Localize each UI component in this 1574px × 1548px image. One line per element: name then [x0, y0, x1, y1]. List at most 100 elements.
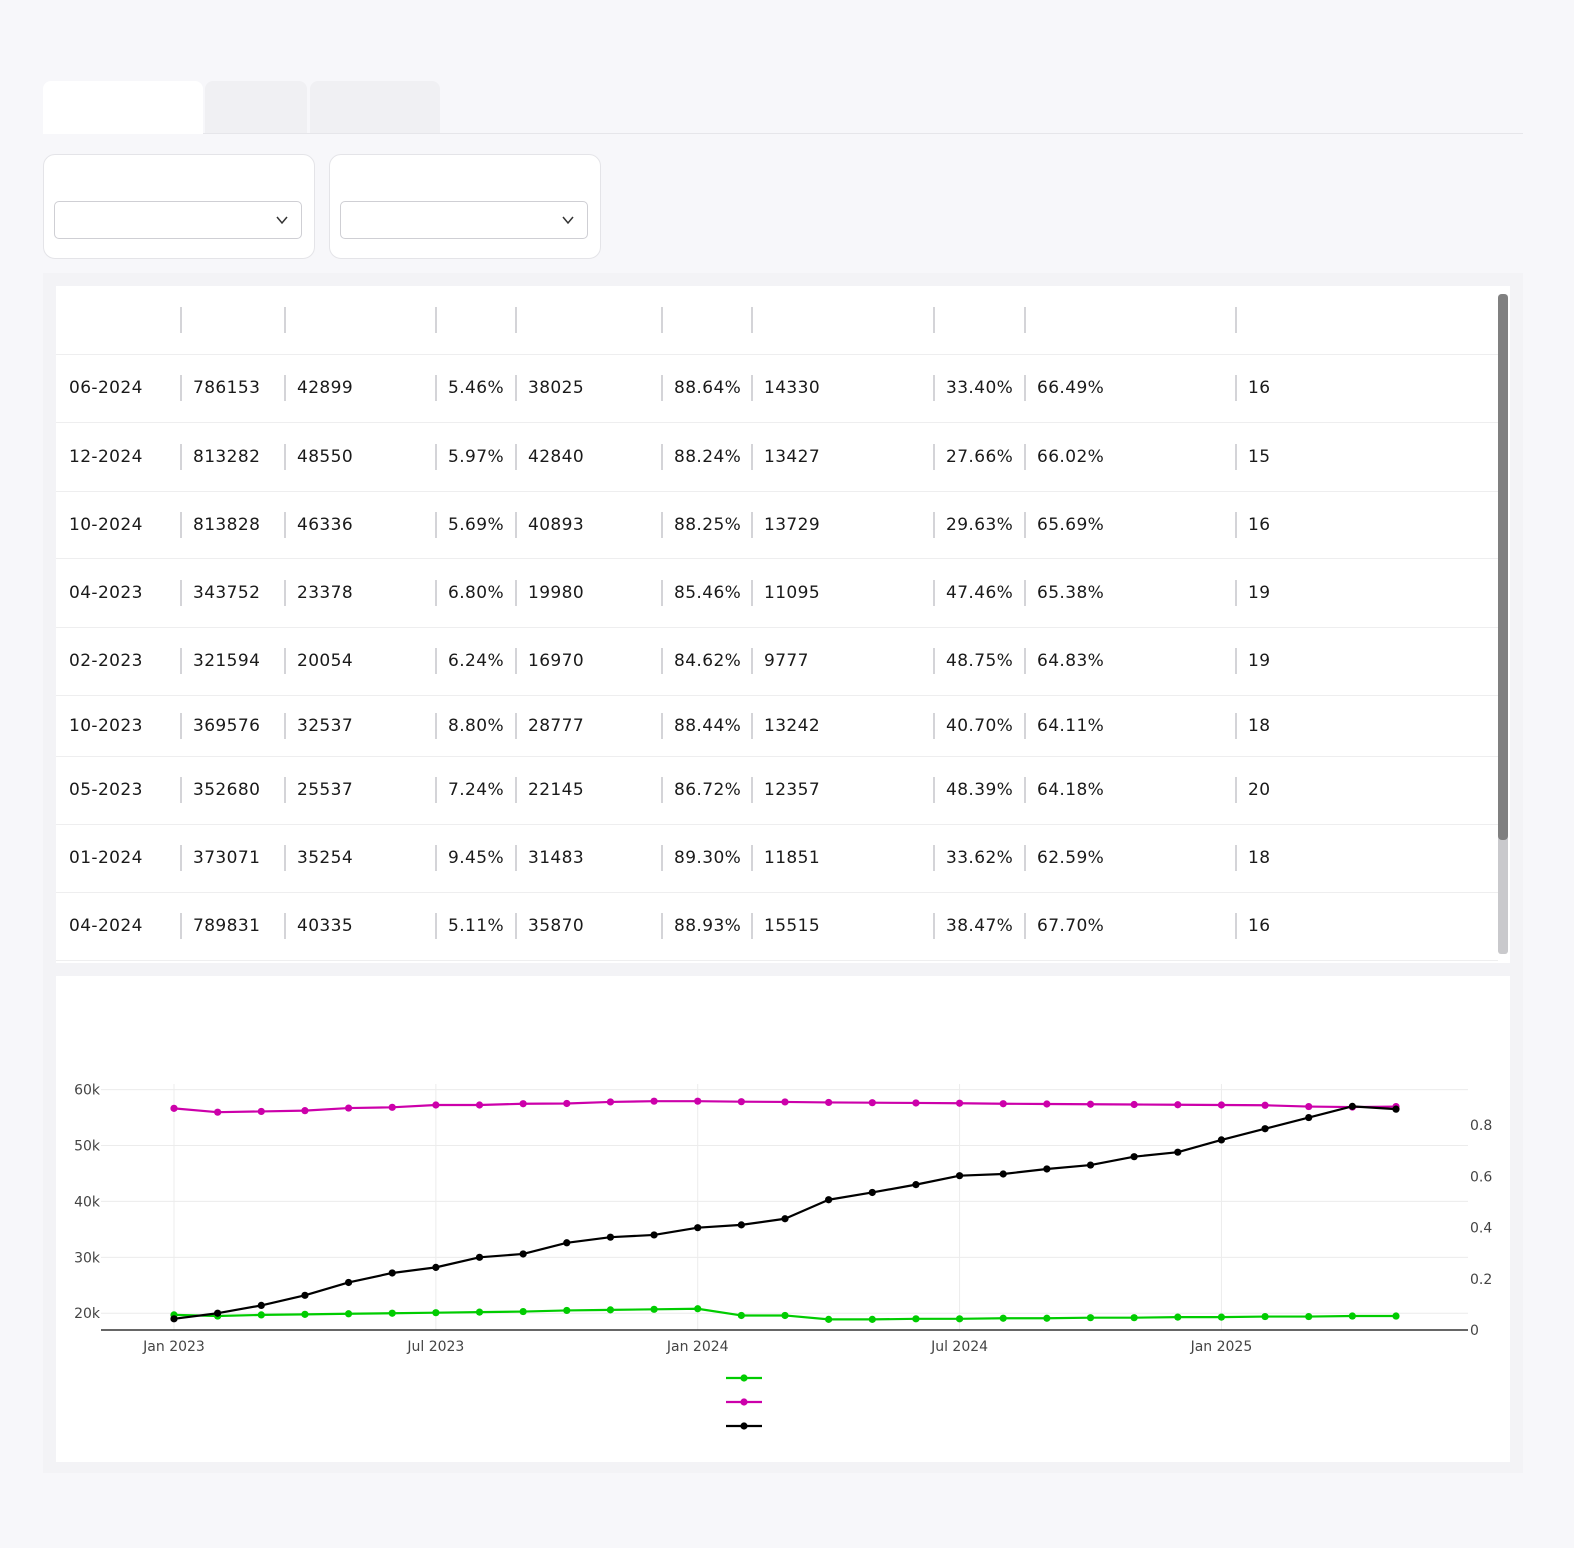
data-point: [344, 1278, 353, 1287]
table-header-cell[interactable]: [661, 286, 751, 354]
table-cell: 12357: [751, 756, 933, 824]
filter-card-1: [43, 154, 315, 259]
data-point: [388, 1269, 396, 1277]
table-cell: 23378: [284, 558, 435, 627]
table-cell: 11095: [751, 558, 933, 627]
y-left-tick-label: 40k: [74, 1194, 101, 1210]
filter-2-dropdown[interactable]: [340, 201, 588, 239]
table-cell: 373071: [180, 824, 284, 892]
table-scrollbar-thumb[interactable]: [1498, 294, 1508, 840]
y-right-tick-label: 0: [1470, 1323, 1479, 1339]
data-point: [999, 1100, 1007, 1108]
table-header-cell[interactable]: [515, 286, 661, 354]
data-point: [475, 1253, 484, 1261]
data-point: [868, 1315, 876, 1323]
table-cell: 13427: [751, 423, 933, 491]
data-point: [868, 1099, 876, 1107]
x-tick-label: Jan 2024: [666, 1339, 729, 1355]
table-header-cell[interactable]: [284, 286, 435, 354]
data-point: [999, 1314, 1007, 1322]
data-point: [214, 1108, 222, 1116]
data-point: [1086, 1161, 1095, 1169]
table-cell: 16970: [515, 627, 661, 695]
table-cell: 35254: [284, 824, 435, 892]
data-point: [999, 1170, 1007, 1178]
table-cell: 89.30%: [661, 824, 751, 892]
table-cell: 20054: [284, 627, 435, 695]
data-point: [257, 1301, 265, 1309]
table-cell: 42840: [515, 423, 661, 491]
table-cell: 5.46%: [435, 354, 515, 422]
table-cell: 14330: [751, 354, 933, 422]
table-header-cell[interactable]: [435, 286, 515, 354]
table-cell: 01-2024: [69, 848, 143, 868]
table-cell: 369576: [180, 695, 284, 756]
table-header-cell[interactable]: [1024, 286, 1235, 354]
data-point: [214, 1309, 222, 1317]
table-cell: 40893: [515, 491, 661, 558]
line-chart: 20k 30k 40k 50k 60k 0 0.2 0.4 0.6 0.8 Jan 2023 Jul …: [56, 976, 1510, 1462]
y-right-tick-label: 0.4: [1470, 1221, 1492, 1237]
table-cell: 48.75%: [933, 627, 1024, 695]
table-cell: 19980: [515, 558, 661, 627]
table-cell: 38.47%: [933, 892, 1024, 960]
y-left-tick-label: 30k: [74, 1250, 101, 1266]
data-point: [170, 1104, 178, 1112]
data-point: [1174, 1148, 1182, 1156]
data-point: [955, 1099, 964, 1107]
table-cell: 06-2024: [69, 378, 143, 398]
data-point: [301, 1107, 309, 1115]
table-cell: 9.45%: [435, 824, 515, 892]
table-row: 12-2024 813282 48550 5.97% 42840 88.24% 13427 2…: [56, 423, 1498, 492]
table-cell: 47.46%: [933, 558, 1024, 627]
table-cell: 48550: [284, 423, 435, 491]
table-header-cell[interactable]: [751, 286, 933, 354]
filter-1-dropdown[interactable]: [54, 201, 302, 239]
table-header-cell[interactable]: [933, 286, 1024, 354]
data-point: [1174, 1313, 1182, 1321]
tab-1[interactable]: [43, 81, 203, 134]
table-cell: 6.24%: [435, 627, 515, 695]
table-cell: 19: [1235, 627, 1498, 695]
data-point: [606, 1233, 615, 1241]
data-point: [606, 1098, 615, 1106]
table-cell: 04-2024: [69, 916, 143, 936]
data-point: [1305, 1312, 1313, 1321]
data-point: [1305, 1113, 1313, 1122]
data-point: [1086, 1100, 1095, 1108]
table-cell: 813828: [180, 491, 284, 558]
data-point: [1261, 1125, 1269, 1133]
x-tick-label: Jul 2023: [406, 1339, 464, 1355]
tab-3[interactable]: [310, 81, 440, 133]
table-cell: 19: [1235, 558, 1498, 627]
table-cell: 64.83%: [1024, 627, 1235, 695]
filter-card-2: [329, 154, 601, 259]
table-row: 05-2023 352680 25537 7.24% 22145 86.72% 12357 4…: [56, 756, 1498, 825]
tab-2[interactable]: [205, 81, 307, 133]
table-cell: 65.69%: [1024, 491, 1235, 558]
data-point: [694, 1097, 702, 1105]
data-point: [257, 1107, 265, 1116]
data-point: [1261, 1312, 1269, 1321]
legend-marker-3: [740, 1422, 748, 1430]
data-point: [650, 1305, 658, 1313]
table-row: 02-2023 321594 20054 6.24% 16970 84.62% 9777 48…: [56, 627, 1498, 696]
table-header-cell[interactable]: [1235, 286, 1498, 354]
data-point: [388, 1103, 396, 1111]
table-header-cell[interactable]: [56, 286, 180, 354]
data-point: [432, 1101, 440, 1109]
table-cell: 18: [1235, 695, 1498, 756]
table-cell: 25537: [284, 756, 435, 824]
table-cell: 85.46%: [661, 558, 751, 627]
data-point: [694, 1224, 702, 1232]
tab-bar: [43, 81, 1523, 134]
y-right-tick-label: 0.2: [1470, 1272, 1492, 1288]
data-point: [1348, 1102, 1356, 1110]
table-cell: 343752: [180, 558, 284, 627]
table-cell: 5.97%: [435, 423, 515, 491]
table-cell: 05-2023: [69, 780, 143, 800]
data-point: [1130, 1100, 1138, 1109]
table-header-cell[interactable]: [180, 286, 284, 354]
chevron-down-icon: [276, 216, 288, 225]
chevron-down-icon: [562, 216, 574, 225]
